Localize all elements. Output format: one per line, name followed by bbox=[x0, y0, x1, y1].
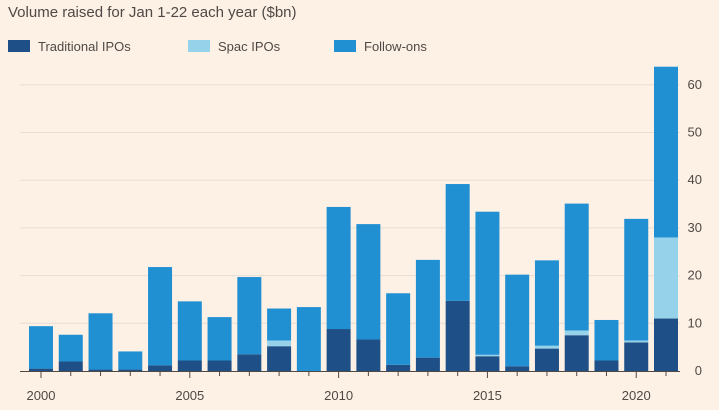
bar-traditional-ipos-2016 bbox=[505, 366, 530, 371]
bar-traditional-ipos-2006 bbox=[207, 360, 232, 371]
bar-spac-ipos-2008 bbox=[267, 340, 292, 347]
bar-traditional-ipos-2019 bbox=[594, 360, 619, 371]
bar-traditional-ipos-2004 bbox=[148, 365, 173, 371]
bar-traditional-ipos-2003 bbox=[118, 369, 143, 371]
legend-swatch-follow-ons bbox=[334, 40, 356, 52]
legend-item-follow-ons: Follow-ons bbox=[334, 39, 427, 54]
y-tick-label-10: 10 bbox=[688, 315, 702, 330]
y-tick-label-40: 40 bbox=[688, 172, 702, 187]
bar-traditional-ipos-2011 bbox=[356, 339, 381, 371]
bar-follow-ons-2013 bbox=[415, 259, 440, 358]
bar-spac-ipos-2018 bbox=[564, 330, 589, 336]
legend-label-traditional-ipos: Traditional IPOs bbox=[38, 38, 131, 54]
bar-follow-ons-2010 bbox=[326, 206, 351, 330]
bar-spac-ipos-2015 bbox=[475, 354, 500, 357]
bar-traditional-ipos-2014 bbox=[445, 300, 470, 371]
bar-traditional-ipos-2007 bbox=[237, 354, 262, 371]
x-tick-label-2015: 2015 bbox=[473, 388, 502, 403]
bar-follow-ons-2002 bbox=[88, 313, 113, 370]
legend-swatch-spac-ipos bbox=[188, 40, 210, 52]
bar-follow-ons-2000 bbox=[29, 326, 53, 369]
legend: Traditional IPOs Spac IPOs Follow-ons bbox=[8, 37, 455, 55]
y-tick-label-0: 0 bbox=[695, 363, 702, 378]
bar-traditional-ipos-2008 bbox=[267, 346, 292, 371]
bar-traditional-ipos-2018 bbox=[564, 335, 589, 371]
legend-item-traditional-ipos: Traditional IPOs bbox=[8, 39, 160, 54]
y-tick-label-60: 60 bbox=[688, 77, 702, 92]
bar-traditional-ipos-2001 bbox=[58, 361, 83, 371]
x-tick-label-2000: 2000 bbox=[27, 388, 56, 403]
legend-label-follow-ons: Follow-ons bbox=[364, 38, 427, 54]
bar-traditional-ipos-2013 bbox=[415, 357, 440, 371]
bar-follow-ons-2004 bbox=[148, 267, 173, 366]
bar-follow-ons-2007 bbox=[237, 277, 262, 355]
x-tick-label-2010: 2010 bbox=[324, 388, 353, 403]
bar-follow-ons-2019 bbox=[594, 319, 619, 361]
bar-spac-ipos-2021 bbox=[654, 237, 678, 319]
bar-follow-ons-2016 bbox=[505, 274, 530, 367]
bar-follow-ons-2008 bbox=[267, 308, 292, 341]
bar-traditional-ipos-2012 bbox=[386, 364, 411, 371]
legend-label-spac-ipos: Spac IPOs bbox=[218, 38, 281, 54]
bar-follow-ons-2006 bbox=[207, 317, 232, 361]
y-tick-label-50: 50 bbox=[688, 125, 702, 140]
bar-traditional-ipos-2021 bbox=[654, 318, 678, 371]
bar-traditional-ipos-2017 bbox=[534, 348, 559, 371]
x-tick-label-2020: 2020 bbox=[622, 388, 651, 403]
bar-follow-ons-2001 bbox=[58, 334, 83, 362]
bar-follow-ons-2020 bbox=[624, 218, 649, 341]
bar-follow-ons-2015 bbox=[475, 211, 500, 355]
bar-follow-ons-2003 bbox=[118, 351, 143, 370]
bar-traditional-ipos-2002 bbox=[88, 369, 113, 371]
legend-item-spac-ipos: Spac IPOs bbox=[188, 39, 306, 54]
bar-spac-ipos-2017 bbox=[534, 345, 559, 349]
chart-title: Volume raised for Jan 1-22 each year ($b… bbox=[8, 4, 297, 21]
bar-follow-ons-2018 bbox=[564, 203, 589, 331]
bar-traditional-ipos-2005 bbox=[177, 360, 202, 371]
y-tick-label-20: 20 bbox=[688, 268, 702, 283]
bar-follow-ons-2021 bbox=[654, 66, 678, 238]
bar-traditional-ipos-2010 bbox=[326, 329, 351, 371]
bar-traditional-ipos-2020 bbox=[624, 342, 649, 371]
bar-follow-ons-2017 bbox=[534, 260, 559, 346]
bar-follow-ons-2011 bbox=[356, 224, 381, 340]
bar-follow-ons-2014 bbox=[445, 184, 470, 301]
x-tick-label-2005: 2005 bbox=[175, 388, 204, 403]
legend-swatch-traditional-ipos bbox=[8, 40, 30, 52]
bar-traditional-ipos-2000 bbox=[29, 368, 53, 371]
bar-traditional-ipos-2015 bbox=[475, 356, 500, 371]
bar-follow-ons-2005 bbox=[177, 301, 202, 361]
bar-follow-ons-2012 bbox=[386, 293, 411, 365]
bar-follow-ons-2009 bbox=[296, 307, 321, 371]
y-tick-label-30: 30 bbox=[688, 220, 702, 235]
bar-spac-ipos-2020 bbox=[624, 340, 649, 343]
